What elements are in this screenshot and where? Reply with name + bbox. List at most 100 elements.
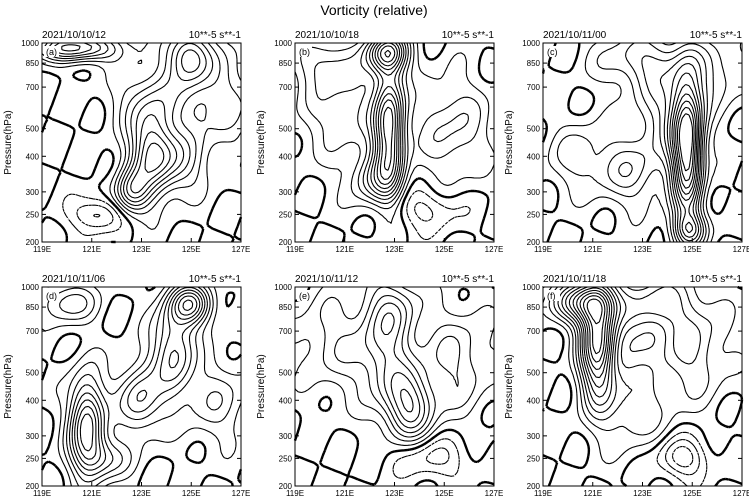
y-tick-label: 400 [26, 396, 40, 405]
contour-line [93, 213, 101, 218]
y-tick-label: 700 [279, 83, 293, 92]
x-tick-label: 127E [733, 245, 749, 254]
y-tick-label: 400 [279, 152, 293, 161]
panel-letter: (f) [547, 291, 556, 301]
panel-date: 2021/10/11/06 [42, 274, 106, 285]
y-tick-label: 200 [279, 482, 293, 491]
y-tick-label: 200 [279, 238, 293, 247]
contour-line [678, 113, 694, 172]
y-tick-label: 1000 [522, 283, 540, 292]
y-axis-title: Pressure(hPa) [3, 354, 14, 418]
y-tick-label: 850 [527, 303, 541, 312]
x-tick-label: 119E [286, 245, 304, 254]
contour-line [294, 42, 495, 224]
contour-line [41, 286, 242, 487]
y-tick-label: 1000 [274, 39, 292, 48]
panel-letter-bg [44, 290, 59, 301]
panel-letter: (a) [46, 47, 57, 57]
contour-line [572, 287, 613, 379]
panel-letter-bg [44, 46, 59, 57]
contour-line [61, 44, 171, 194]
y-tick-label: 500 [527, 125, 541, 134]
contour-line [413, 201, 434, 222]
contour-line [314, 42, 469, 205]
y-tick-label: 400 [279, 396, 293, 405]
contour-line [557, 286, 627, 414]
contour-line [374, 42, 401, 186]
x-tick-label: 119E [33, 245, 51, 254]
x-tick-label: 123E [132, 245, 151, 254]
y-tick-label: 500 [26, 369, 40, 378]
panel-units: 10**-5 s**-1 [690, 274, 743, 285]
y-tick-label: 850 [279, 303, 293, 312]
x-tick-label: 127E [232, 489, 251, 498]
x-tick-label: 127E [232, 245, 251, 254]
panel-date: 2021/10/11/00 [543, 30, 607, 41]
contour-line [48, 42, 207, 203]
x-tick-label: 121E [583, 245, 602, 254]
contour-line [553, 286, 701, 421]
y-tick-label: 850 [279, 59, 293, 68]
contour-line [62, 193, 122, 237]
contour-line [556, 42, 727, 243]
x-tick-label: 119E [286, 489, 304, 498]
contour-line [669, 72, 701, 238]
panel-c: 2021/10/11/00 10**-5 s**-1 (c) 200 250 300 400… [504, 30, 749, 254]
contour-line [41, 42, 242, 230]
plot-frame [542, 286, 743, 487]
contour-line [294, 286, 495, 446]
y-tick-label: 700 [26, 83, 40, 92]
contour-line [659, 55, 705, 243]
contour-line [300, 42, 482, 210]
contour-line [368, 42, 405, 193]
contour-line [364, 294, 430, 434]
contour-line [76, 292, 201, 460]
contour-line [40, 69, 243, 244]
x-tick-label: 123E [385, 245, 404, 254]
y-tick-label: 1000 [522, 39, 540, 48]
y-tick-label: 850 [26, 59, 40, 68]
contour-line [371, 42, 403, 190]
contour-line [380, 45, 396, 171]
y-tick-label: 200 [527, 238, 541, 247]
y-tick-label: 500 [279, 125, 293, 134]
contour-line [59, 286, 223, 483]
contour-line [182, 299, 194, 311]
x-tick-label: 127E [485, 245, 504, 254]
y-tick-label: 1000 [21, 39, 39, 48]
panel-letter: (b) [299, 47, 310, 57]
panel-date: 2021/10/11/18 [543, 274, 607, 285]
y-axis-title: Pressure(hPa) [256, 354, 267, 418]
y-tick-label: 500 [26, 125, 40, 134]
contour-line [334, 286, 461, 438]
panel-units: 10**-5 s**-1 [442, 30, 495, 41]
y-tick-label: 250 [279, 210, 293, 219]
contour-line [618, 49, 708, 243]
contour-line [541, 42, 744, 243]
x-tick-label: 121E [82, 245, 101, 254]
contour-line [68, 286, 208, 477]
y-axis-title: Pressure(hPa) [3, 110, 14, 174]
x-tick-label: 121E [335, 489, 354, 498]
y-axis-title: Pressure(hPa) [504, 110, 515, 174]
contour-line [561, 286, 622, 406]
x-tick-label: 125E [683, 489, 702, 498]
contour-line [568, 286, 615, 388]
y-tick-label: 200 [26, 482, 40, 491]
x-tick-label: 123E [633, 489, 652, 498]
contour-line [671, 83, 700, 234]
y-tick-label: 250 [527, 210, 541, 219]
y-tick-label: 700 [279, 327, 293, 336]
contour-line [548, 286, 713, 436]
panel-e: 2021/10/11/12 10**-5 s**-1 (e) 200 250 300 400… [256, 274, 503, 498]
panel-date: 2021/10/11/12 [295, 274, 359, 285]
y-axis-title: Pressure(hPa) [504, 354, 515, 418]
y-tick-label: 200 [26, 238, 40, 247]
panel-d: 2021/10/11/06 10**-5 s**-1 (d) 200 250 300 400… [3, 274, 250, 498]
y-tick-label: 1000 [21, 283, 39, 292]
y-tick-label: 250 [26, 210, 40, 219]
contour-line [76, 204, 114, 228]
contour-line [293, 286, 495, 487]
y-tick-label: 300 [26, 432, 40, 441]
